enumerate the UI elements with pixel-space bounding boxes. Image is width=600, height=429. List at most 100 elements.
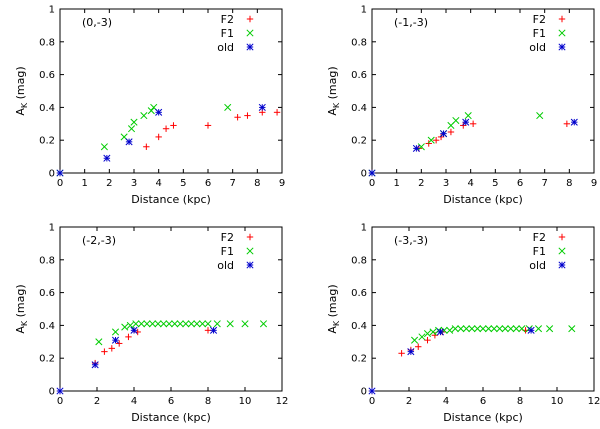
x-tick-label: 4 <box>467 178 473 189</box>
data-point-old-d2 <box>209 326 218 334</box>
data-point-F1 <box>241 320 249 328</box>
data-point-F1 <box>490 325 498 333</box>
data-point-F1 <box>224 103 232 111</box>
data-point-F2 <box>437 133 445 141</box>
data-point-F1-d2 <box>171 320 179 328</box>
data-point-F2 <box>116 340 123 347</box>
data-point-F1 <box>165 320 173 328</box>
data-point-old-d2 <box>368 387 376 395</box>
legend-marker-old-d2 <box>558 43 566 51</box>
legend-marker-old-d2 <box>558 261 566 269</box>
x-tick-label: 6 <box>205 178 211 189</box>
panel-3: 0 2 4 6 8 10 12 0 0.2 0.4 0.6 0.8 1 Distance (kpc) AK … <box>326 223 600 425</box>
data-point-F1 <box>213 320 221 328</box>
y-tick-label: 0.6 <box>351 70 367 81</box>
legend-marker-F1-d2 <box>246 247 254 255</box>
data-point-F1-d2 <box>534 325 543 333</box>
data-point-F1-d2 <box>512 325 520 333</box>
data-point-F1 <box>95 338 103 346</box>
data-point-old-d2 <box>91 361 99 369</box>
legend-marker-F2 <box>246 15 254 23</box>
data-point-old <box>412 144 420 152</box>
x-tick-label: 9 <box>591 178 597 189</box>
data-point-F1-d2 <box>473 325 482 333</box>
data-point-old-d2 <box>258 103 266 111</box>
data-point-old <box>258 103 266 111</box>
data-point-F1 <box>473 325 482 333</box>
data-point-old <box>439 130 448 138</box>
x-tick-label: 7 <box>229 178 235 189</box>
data-point-F2 <box>101 348 108 355</box>
x-tick-label: 3 <box>131 178 137 189</box>
data-point-F1-d2 <box>423 330 432 338</box>
legend-label-old: old <box>529 41 546 54</box>
data-point-old <box>103 154 111 162</box>
legend-marker-old-d2 <box>246 43 254 51</box>
legend-marker-F1 <box>246 247 254 255</box>
data-point-F2 <box>234 114 241 121</box>
x-tick-label: 2 <box>106 178 112 189</box>
y-tick-label: 0 <box>49 169 55 180</box>
data-point-F1 <box>132 320 140 328</box>
data-point-F1-d2 <box>182 320 190 328</box>
data-point-F1 <box>568 325 576 333</box>
y-tick-label: 0.4 <box>351 321 367 332</box>
y-tick-label: 0 <box>361 169 367 180</box>
data-point-F1 <box>429 328 437 336</box>
y-tick-label: 0.2 <box>39 354 55 365</box>
x-tick-label: 1 <box>81 178 87 189</box>
data-point-F1 <box>176 320 184 328</box>
x-tick-label: 7 <box>541 178 547 189</box>
legend-marker-F1-d2 <box>558 29 566 37</box>
x-axis-label: Distance (kpc) <box>131 193 211 206</box>
data-point-F1 <box>410 336 419 344</box>
data-point-F2 <box>204 327 212 334</box>
y-axis-label-unit: (mag) <box>326 66 339 103</box>
y-axis-label: AK (mag) <box>14 66 29 115</box>
y-axis-label-sub: K <box>20 320 29 326</box>
x-axis-label: Distance (kpc) <box>443 193 523 206</box>
data-point-F1-d2 <box>241 320 249 328</box>
data-point-old <box>209 326 218 334</box>
data-point-F1-d2 <box>111 328 120 336</box>
y-tick-label: 0.6 <box>351 288 367 299</box>
legend-label-F2: F2 <box>221 13 234 26</box>
data-point-F1-d2 <box>147 107 155 115</box>
y-tick-label: 1 <box>361 223 367 234</box>
y-tick-label: 0 <box>361 387 367 398</box>
x-tick-label: 5 <box>492 178 498 189</box>
data-point-F1-d2 <box>165 320 173 328</box>
data-point-old-d2 <box>412 144 420 152</box>
data-point-F1-d2 <box>160 320 168 328</box>
legend-marker-old <box>558 43 566 51</box>
legend-label-F1: F1 <box>221 245 234 258</box>
data-point-F1 <box>204 320 212 328</box>
data-point-old-d2 <box>56 387 64 395</box>
y-axis-label: AK (mag) <box>326 284 341 333</box>
y-tick-label: 0.4 <box>39 103 55 114</box>
data-point-F1 <box>423 330 432 338</box>
data-point-F1-d2 <box>462 325 470 333</box>
data-point-F1 <box>496 325 504 333</box>
y-axis-label-sub: K <box>332 320 341 326</box>
legend-marker-F2 <box>558 233 566 241</box>
data-point-old-d2 <box>462 118 470 126</box>
data-point-F2 <box>460 122 467 129</box>
data-point-F1-d2 <box>446 326 454 334</box>
x-tick-label: 8 <box>566 178 572 189</box>
data-point-F1 <box>457 325 465 333</box>
data-point-old-d2 <box>111 336 120 344</box>
data-point-F1 <box>160 320 168 328</box>
legend-label-old: old <box>529 259 546 272</box>
data-point-F1-d2 <box>150 103 158 111</box>
y-tick-label: 0.2 <box>39 136 55 147</box>
data-point-old <box>527 326 535 334</box>
x-tick-label: 2 <box>94 396 100 407</box>
data-point-F2 <box>108 345 115 352</box>
data-point-F1-d2 <box>451 325 459 333</box>
x-tick-label: 8 <box>254 178 260 189</box>
y-axis-label-main: A <box>326 108 339 116</box>
legend-marker-F1 <box>558 29 566 37</box>
data-point-old <box>130 326 138 334</box>
data-point-old-d2 <box>570 118 578 126</box>
